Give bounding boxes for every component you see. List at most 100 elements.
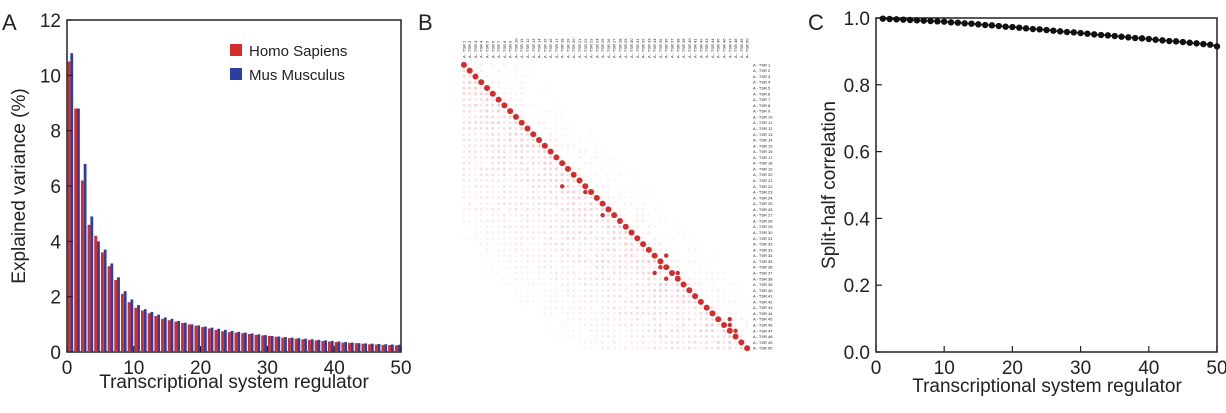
bar-homo-sapiens-12 <box>141 310 144 352</box>
heatmap-cell <box>485 75 489 78</box>
heatmap-cell <box>607 231 610 234</box>
heatmap-cell <box>647 294 651 298</box>
heatmap-cell <box>612 236 616 240</box>
heatmap-cell <box>687 277 691 281</box>
heatmap-cell <box>566 231 570 234</box>
heatmap-cell <box>653 265 657 269</box>
heatmap-diagonal-cell <box>576 177 583 184</box>
bar-mus-musculus-38 <box>317 339 321 352</box>
heatmap-cell <box>630 202 633 205</box>
heatmap-cell <box>727 317 732 322</box>
heatmap-cell <box>566 236 570 240</box>
heatmap-cell <box>635 225 639 229</box>
heatmap-cell <box>687 340 691 344</box>
heatmap-row-label: A - TSR 47 <box>753 328 773 333</box>
heatmap-cell <box>462 109 466 113</box>
heatmap-cell <box>543 208 547 211</box>
heatmap-cell <box>520 208 524 211</box>
heatmap-cell <box>560 260 564 263</box>
heatmap-cell <box>526 173 529 177</box>
heatmap-cell <box>630 300 633 304</box>
heatmap-cell <box>659 335 662 338</box>
heatmap-cell <box>663 276 669 281</box>
bar-mus-musculus-37 <box>310 339 314 352</box>
heatmap-cell <box>520 219 524 223</box>
heatmap-cell <box>543 110 546 113</box>
heatmap-column-label: A - TSR 11 <box>519 38 524 58</box>
heatmap-cell <box>531 196 535 200</box>
heatmap-cell <box>468 202 472 205</box>
panel-b-cells <box>460 61 751 352</box>
heatmap-cell <box>508 103 512 107</box>
heatmap-cell <box>595 161 599 165</box>
heatmap-cell <box>589 161 593 165</box>
data-point-16 <box>981 21 989 29</box>
heatmap-row-label: A - TSR 35 <box>753 259 773 264</box>
heatmap-cell <box>514 213 518 217</box>
heatmap-cell <box>479 121 483 125</box>
heatmap-cell <box>583 150 587 153</box>
heatmap-row-label: A - TSR 8 <box>753 103 771 108</box>
heatmap-cell <box>474 161 477 165</box>
heatmap-cell <box>531 167 535 171</box>
heatmap-cell <box>607 294 610 298</box>
heatmap-cell <box>514 179 518 182</box>
heatmap-cell <box>549 184 552 188</box>
heatmap-cell <box>664 335 668 338</box>
heatmap-cell <box>595 312 599 315</box>
heatmap-cell <box>543 167 547 171</box>
heatmap-cell <box>589 242 593 246</box>
heatmap-cell <box>520 150 524 153</box>
heatmap-cell <box>572 254 576 258</box>
heatmap-cell <box>583 225 587 229</box>
heatmap-cell <box>647 254 651 258</box>
heatmap-cell <box>497 115 500 119</box>
heatmap-cell <box>474 219 477 223</box>
heatmap-cell <box>618 288 622 292</box>
heatmap-cell <box>485 127 489 130</box>
heatmap-cell <box>675 270 680 276</box>
bar-homo-sapiens-47 <box>374 344 378 352</box>
heatmap-cell <box>554 150 558 153</box>
heatmap-cell <box>485 173 489 177</box>
heatmap-cell <box>595 231 599 234</box>
heatmap-cell <box>555 312 558 315</box>
heatmap-cell <box>647 277 651 281</box>
heatmap-cell <box>554 190 558 194</box>
data-point-4 <box>900 16 907 23</box>
heatmap-cell <box>532 266 535 269</box>
heatmap-cell <box>630 335 633 338</box>
heatmap-cell <box>560 219 564 223</box>
heatmap-cell <box>641 329 645 333</box>
heatmap-cell <box>635 288 639 292</box>
heatmap-cell <box>514 121 518 125</box>
heatmap-cell <box>595 225 599 229</box>
heatmap-cell <box>549 294 552 298</box>
heatmap-cell <box>474 243 477 246</box>
bar-homo-sapiens-46 <box>368 344 371 352</box>
heatmap-cell <box>532 69 535 72</box>
heatmap-cell <box>554 306 558 310</box>
heatmap-cell <box>705 271 709 275</box>
heatmap-cell <box>468 132 472 136</box>
heatmap-cell <box>583 300 587 304</box>
heatmap-cell <box>485 121 489 125</box>
heatmap-diagonal-cell <box>715 316 722 323</box>
heatmap-cell <box>746 300 749 303</box>
heatmap-cell <box>578 300 581 304</box>
heatmap-cell <box>722 340 726 344</box>
heatmap-cell <box>549 329 552 332</box>
bar-homo-sapiens-50 <box>394 345 398 352</box>
heatmap-cell <box>538 289 541 292</box>
heatmap-cell <box>549 138 552 142</box>
heatmap-cell <box>578 347 581 350</box>
heatmap-cell <box>572 317 576 321</box>
bar-homo-sapiens-40 <box>328 341 331 352</box>
heatmap-cell <box>497 103 500 107</box>
heatmap-cell <box>491 138 495 142</box>
heatmap-cell <box>566 288 570 292</box>
heatmap-cell <box>560 323 564 327</box>
heatmap-cell <box>572 300 576 304</box>
heatmap-cell <box>479 167 483 171</box>
